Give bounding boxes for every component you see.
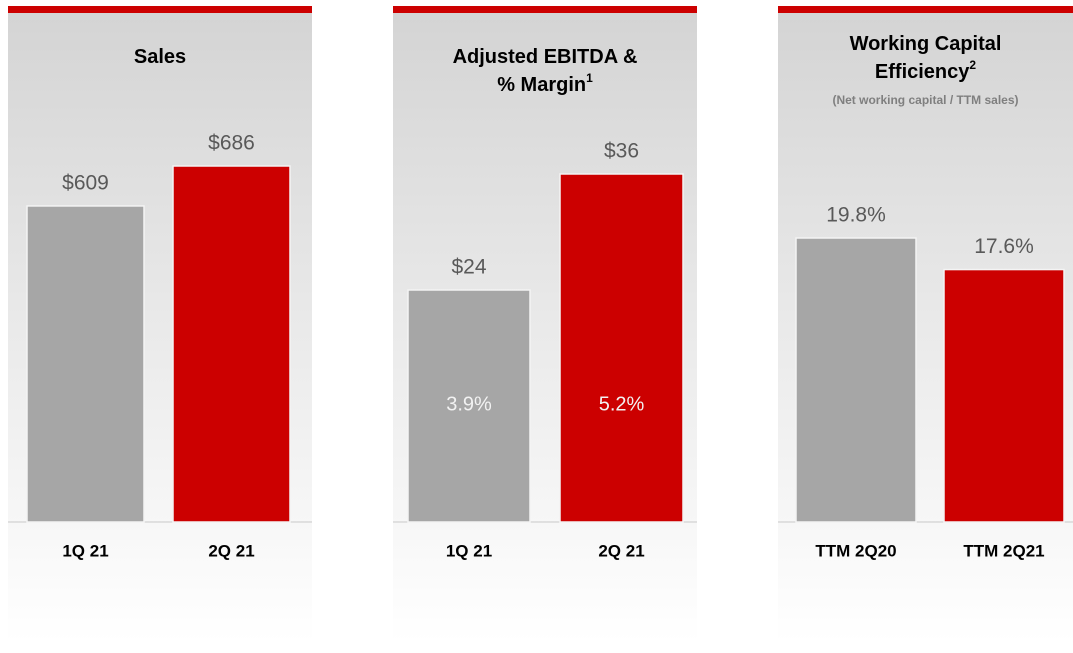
title-text: Efficiency	[875, 61, 970, 83]
x-tick-label: 1Q 21	[446, 541, 492, 560]
x-tick-label: 1Q 21	[62, 541, 108, 560]
value-label: $24	[451, 256, 486, 279]
x-tick-label: 2Q 21	[598, 541, 644, 560]
x-tick-label: 2Q 21	[208, 541, 254, 560]
margin-label: 5.2%	[599, 393, 645, 415]
title-text: % Margin	[497, 74, 586, 96]
panel-subtitle: (Net working capital / TTM sales)	[832, 93, 1018, 107]
x-tick-label: TTM 2Q21	[963, 541, 1044, 560]
value-label: 19.8%	[826, 204, 886, 227]
x-tick-label: TTM 2Q20	[815, 541, 896, 560]
panel-title: Efficiency2	[875, 58, 976, 83]
panel-title: Sales	[134, 46, 186, 68]
bar	[795, 237, 917, 523]
panel-title: % Margin1	[497, 71, 593, 96]
panel-top-rule	[8, 6, 312, 13]
panel-title: Working Capital	[850, 33, 1002, 55]
panel-top-rule	[393, 6, 697, 13]
title-footnote: 1	[586, 71, 593, 85]
margin-label: 3.9%	[446, 393, 492, 415]
title-text: Adjusted EBITDA &	[453, 46, 638, 68]
panel-title: Adjusted EBITDA &	[453, 46, 638, 68]
value-label: 17.6%	[974, 235, 1034, 258]
title-footnote: 2	[969, 58, 976, 72]
value-label: $609	[62, 172, 109, 195]
bar	[559, 173, 684, 523]
panel-top-rule	[778, 6, 1073, 13]
bar	[943, 268, 1065, 523]
value-label: $36	[604, 140, 639, 163]
bar	[26, 205, 145, 523]
bar	[172, 165, 291, 523]
title-text: Working Capital	[850, 33, 1002, 55]
bar	[407, 289, 531, 523]
value-label: $686	[208, 132, 255, 155]
title-text: Sales	[134, 46, 186, 68]
